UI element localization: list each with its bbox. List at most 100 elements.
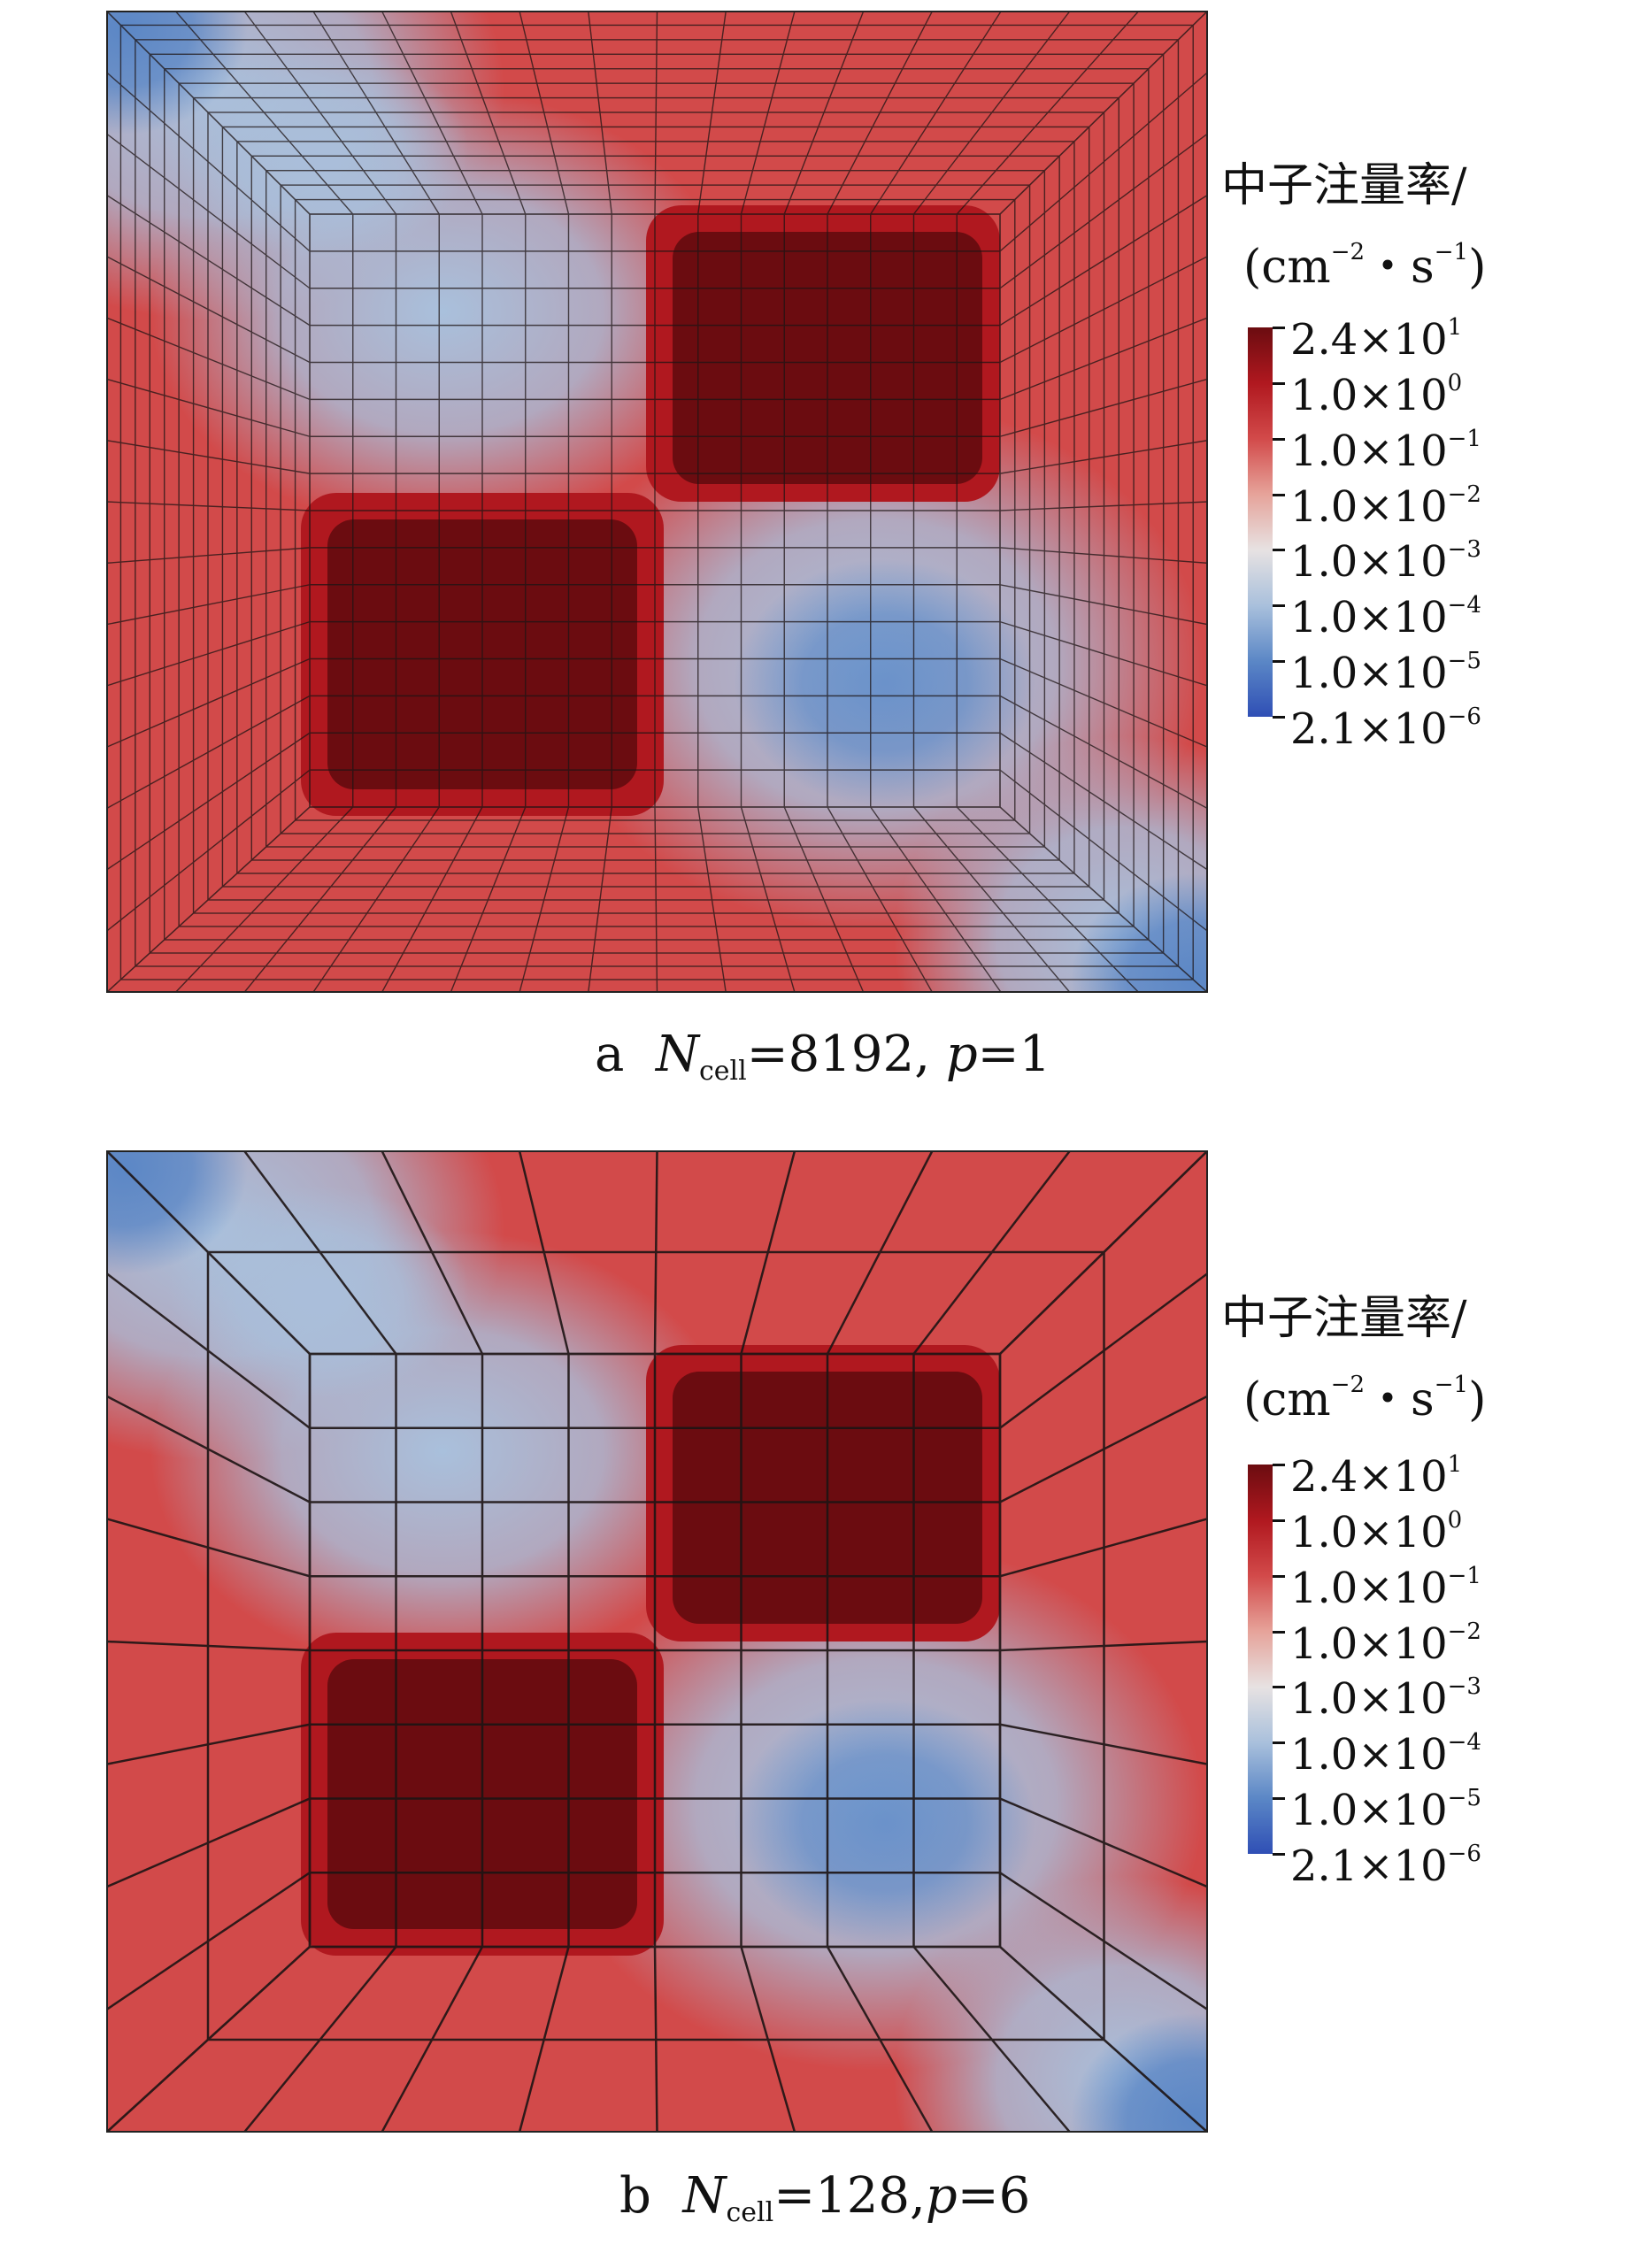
colorbar-tick-label: 1.0×100 <box>1290 1506 1463 1557</box>
colorbar-tick-label: 1.0×10−5 <box>1290 648 1481 699</box>
colorbar-tick-label: 1.0×10−1 <box>1290 425 1481 476</box>
mesh-spoke <box>242 1150 397 1355</box>
mesh-spoke <box>654 806 658 993</box>
colorbar-tick-mark <box>1273 604 1285 608</box>
colorbar-tick-label: 1.0×10−1 <box>1290 1562 1481 1613</box>
mesh-spoke <box>450 806 527 993</box>
colorbar-tick-mark <box>1273 327 1285 329</box>
colorbar-title-b: 中子注量率/ <box>1221 1292 1467 1345</box>
mesh-spoke <box>106 378 311 437</box>
mesh-spoke <box>587 806 612 993</box>
colorbar-gradient-a <box>1248 327 1273 717</box>
min-flux-spot-lower-right <box>735 1699 1035 1947</box>
mesh-spoke <box>106 657 311 749</box>
mesh-spoke <box>587 11 612 215</box>
mesh-spoke <box>106 133 311 289</box>
mesh-spoke <box>653 1946 658 2133</box>
mesh-spoke <box>106 439 311 474</box>
mesh-spoke <box>106 584 311 626</box>
mesh-spoke <box>826 1946 934 2133</box>
mesh-spoke <box>381 1946 484 2133</box>
colorbar-unit-b: (cm−2・s−1) <box>1243 1372 1487 1426</box>
mesh-spoke <box>174 11 354 215</box>
mesh-spoke <box>312 806 440 993</box>
colorbar-tick-mark <box>1273 1741 1285 1745</box>
colorbar-tick-mark <box>1273 1630 1285 1634</box>
mesh-spoke <box>999 769 1208 933</box>
mesh-spoke <box>654 11 658 215</box>
mesh-spoke <box>999 1946 1208 2133</box>
colorbar-tick-mark <box>1273 549 1285 552</box>
colorbar-tick-mark <box>1273 493 1285 496</box>
colorbar-tick-mark <box>1273 1686 1285 1689</box>
mesh-spoke <box>827 11 934 215</box>
flux-map-a <box>106 11 1208 993</box>
caption-b: b Ncell=128,p=6 <box>619 2167 1031 2229</box>
mesh-spoke <box>518 1946 570 2133</box>
mesh-spoke <box>999 11 1208 215</box>
mesh-spoke <box>999 133 1208 289</box>
mesh-spoke <box>518 1150 570 1355</box>
mesh-spoke <box>519 806 570 993</box>
mesh-spoke <box>450 11 527 215</box>
mesh-spoke <box>999 732 1208 871</box>
colorbar-tick-label: 2.4×101 <box>1290 1451 1463 1502</box>
min-flux-spot-upper-left <box>168 46 469 258</box>
mesh-spoke <box>312 11 440 215</box>
mesh-spoke <box>106 317 311 401</box>
mesh-spoke <box>999 439 1208 474</box>
mesh-spoke <box>999 695 1208 810</box>
corner-low-top-left <box>106 1150 248 1274</box>
mesh-spoke <box>912 1150 1072 1355</box>
colorbar-tick-label: 2.1×10−6 <box>1290 1841 1481 1891</box>
colorbar-tick-label: 1.0×10−4 <box>1290 1729 1481 1780</box>
caption-a: a Ncell=8192, p=1 <box>595 1026 1051 1088</box>
mesh-spoke <box>999 806 1208 993</box>
mesh-spoke <box>912 11 1071 215</box>
mesh-spoke <box>783 806 865 993</box>
min-flux-spot-upper-left <box>168 1186 469 1398</box>
mesh-spoke <box>106 1946 311 2133</box>
mesh-spoke <box>740 806 796 993</box>
colorbar-tick-label: 1.0×10−3 <box>1290 536 1481 588</box>
colorbar-tick-mark <box>1273 1518 1285 1522</box>
mesh-spoke <box>826 1150 934 1355</box>
colorbar-tick-mark <box>1273 1574 1285 1578</box>
colorbar-tick-mark <box>1273 716 1285 719</box>
mesh-spoke <box>381 11 483 215</box>
mesh-spoke <box>827 806 934 993</box>
mesh-spoke <box>243 11 397 215</box>
mesh-spoke <box>999 1518 1208 1578</box>
colorbar-tick-mark <box>1273 381 1285 385</box>
colorbar-tick-mark <box>1273 660 1285 664</box>
mesh-spoke <box>697 11 727 215</box>
mesh-spoke <box>106 547 311 565</box>
plot-frame <box>106 11 1208 993</box>
mesh-spoke <box>999 1872 1208 2011</box>
mesh-spoke <box>870 806 1003 993</box>
mesh-spoke <box>106 1640 311 1652</box>
colorbar-tick-mark <box>1273 1797 1285 1801</box>
colorbar-unit-a: (cm−2・s−1) <box>1243 239 1487 294</box>
mesh-spoke <box>381 1150 484 1355</box>
mesh-spoke <box>999 657 1208 749</box>
mesh-spoke <box>106 1395 311 1503</box>
mesh-spoke <box>106 71 311 252</box>
mesh-spoke <box>999 1797 1208 1888</box>
mesh-spoke <box>106 1150 311 1355</box>
colorbar-title-a: 中子注量率/ <box>1221 159 1467 212</box>
mesh-spoke <box>999 378 1208 437</box>
mesh-spoke <box>912 806 1071 993</box>
colorbar-tick-label: 1.0×10−5 <box>1290 1785 1481 1836</box>
mesh-spoke <box>106 194 311 327</box>
mesh-spoke <box>999 1150 1208 1355</box>
mesh-spoke <box>242 1946 397 2133</box>
mesh-spoke <box>106 1723 311 1765</box>
mesh-spoke <box>956 11 1140 215</box>
mesh-spoke <box>243 806 397 993</box>
colorbar-gradient-b <box>1248 1465 1273 1854</box>
mesh-spoke <box>999 620 1208 687</box>
mesh-spoke <box>783 11 865 215</box>
mesh-spoke <box>106 11 311 215</box>
mesh-spoke <box>999 317 1208 401</box>
